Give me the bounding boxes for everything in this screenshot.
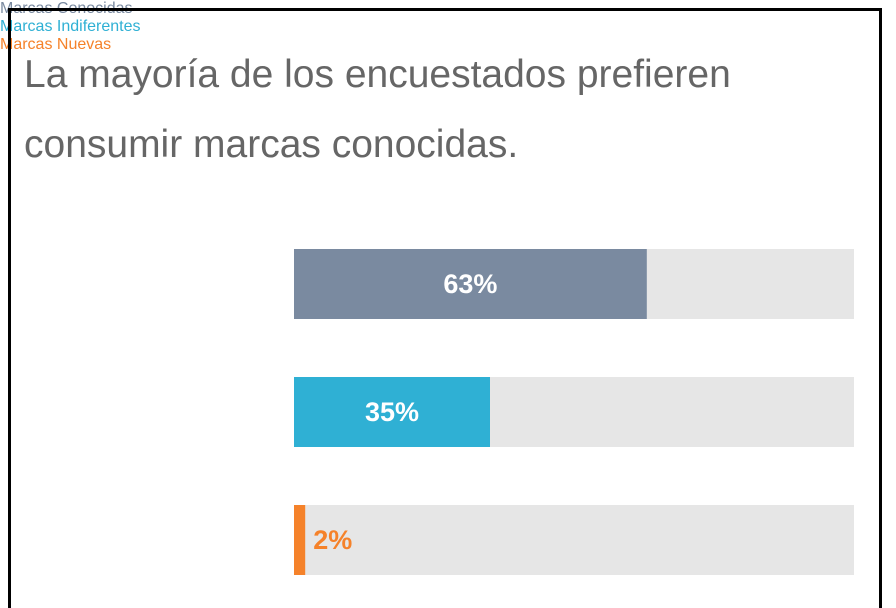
value-label: 35% (365, 397, 419, 427)
bar (294, 249, 647, 319)
value-label: 2% (313, 525, 352, 555)
chart-title: La mayoría de los encuestados prefieren … (24, 53, 731, 166)
frame (8, 8, 882, 608)
category-label: Marcas Indiferentes (0, 18, 141, 35)
bar (294, 377, 490, 447)
bar (294, 505, 306, 575)
bar-track (294, 505, 854, 575)
category-label: Marcas Nuevas (0, 36, 112, 53)
value-label: 63% (443, 269, 497, 299)
